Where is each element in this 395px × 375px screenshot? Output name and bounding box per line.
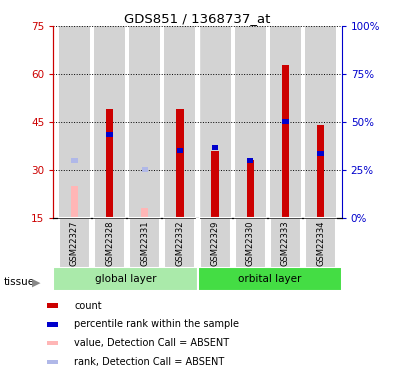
FancyBboxPatch shape bbox=[305, 218, 336, 268]
Bar bbox=[164, 26, 196, 218]
Title: GDS851 / 1368737_at: GDS851 / 1368737_at bbox=[124, 12, 271, 25]
Bar bbox=[71, 186, 78, 218]
Text: count: count bbox=[74, 301, 102, 310]
Bar bbox=[212, 145, 218, 150]
Bar bbox=[47, 341, 58, 345]
Bar bbox=[247, 158, 254, 162]
Bar bbox=[318, 152, 324, 156]
FancyBboxPatch shape bbox=[198, 267, 342, 291]
Text: GSM22334: GSM22334 bbox=[316, 220, 325, 266]
Bar bbox=[106, 132, 113, 137]
Bar bbox=[196, 26, 199, 218]
Bar bbox=[59, 26, 90, 218]
Bar bbox=[235, 26, 266, 218]
Text: GSM22333: GSM22333 bbox=[281, 220, 290, 266]
FancyBboxPatch shape bbox=[129, 218, 160, 268]
Bar bbox=[211, 150, 219, 217]
Text: GSM22328: GSM22328 bbox=[105, 220, 114, 266]
Text: percentile rank within the sample: percentile rank within the sample bbox=[74, 320, 239, 329]
Bar bbox=[47, 303, 58, 308]
Text: ▶: ▶ bbox=[32, 278, 41, 287]
Text: orbital layer: orbital layer bbox=[238, 274, 301, 284]
FancyBboxPatch shape bbox=[270, 218, 301, 268]
Bar bbox=[141, 167, 148, 172]
Text: rank, Detection Call = ABSENT: rank, Detection Call = ABSENT bbox=[74, 357, 224, 367]
Bar bbox=[246, 160, 254, 218]
Bar bbox=[282, 120, 289, 124]
Bar bbox=[94, 26, 125, 218]
Bar bbox=[47, 360, 58, 364]
FancyBboxPatch shape bbox=[94, 218, 125, 268]
Bar bbox=[305, 26, 336, 218]
FancyBboxPatch shape bbox=[235, 218, 266, 268]
Bar bbox=[47, 322, 58, 327]
Bar bbox=[141, 208, 149, 218]
FancyBboxPatch shape bbox=[59, 218, 90, 268]
FancyBboxPatch shape bbox=[199, 218, 231, 268]
Bar bbox=[176, 109, 184, 217]
FancyBboxPatch shape bbox=[53, 267, 198, 291]
Text: GSM22327: GSM22327 bbox=[70, 220, 79, 266]
Bar bbox=[270, 26, 301, 218]
Bar bbox=[282, 64, 289, 218]
Text: GSM22332: GSM22332 bbox=[175, 220, 184, 266]
Text: value, Detection Call = ABSENT: value, Detection Call = ABSENT bbox=[74, 338, 229, 348]
Text: tissue: tissue bbox=[4, 278, 35, 287]
FancyBboxPatch shape bbox=[164, 218, 196, 268]
Text: global layer: global layer bbox=[95, 274, 156, 284]
Bar bbox=[177, 148, 183, 153]
Text: GSM22329: GSM22329 bbox=[211, 220, 220, 266]
Bar bbox=[317, 125, 324, 218]
Bar bbox=[71, 158, 77, 162]
Bar bbox=[129, 26, 160, 218]
Text: GSM22330: GSM22330 bbox=[246, 220, 255, 266]
Text: GSM22331: GSM22331 bbox=[140, 220, 149, 266]
Bar bbox=[199, 26, 231, 218]
Bar bbox=[106, 109, 113, 217]
